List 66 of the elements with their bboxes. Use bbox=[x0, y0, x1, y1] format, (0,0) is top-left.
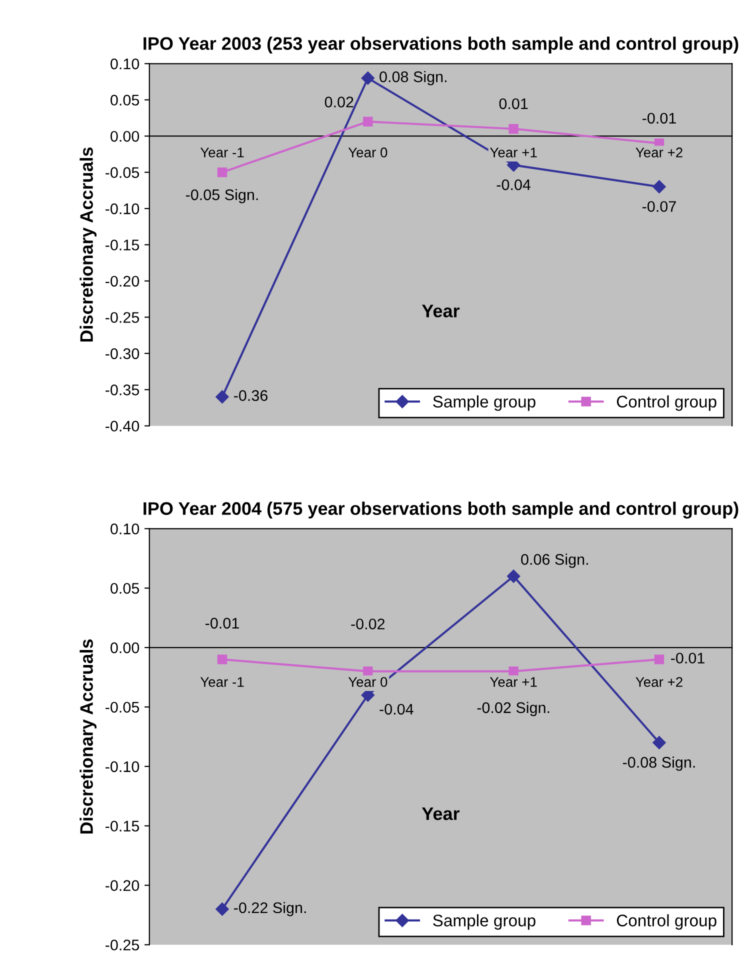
x-tick-label: Year -1 bbox=[200, 677, 244, 687]
point bbox=[652, 736, 666, 750]
y-tick-label: 0.10 bbox=[110, 524, 140, 534]
data-label: -0.04 bbox=[496, 179, 531, 190]
y-tick-label: 0.05 bbox=[110, 94, 140, 106]
data-label: -0.36 bbox=[234, 390, 268, 401]
data-label: -0.01 bbox=[642, 112, 676, 124]
data-label: 0.06 Sign. bbox=[521, 554, 588, 568]
y-tick-label: -0.10 bbox=[106, 761, 140, 772]
point bbox=[652, 180, 666, 194]
point bbox=[363, 116, 373, 126]
point bbox=[361, 72, 374, 85]
point bbox=[216, 902, 229, 916]
y-tick-label: 0.00 bbox=[110, 130, 140, 142]
y-tick-label: -0.10 bbox=[106, 203, 140, 214]
data-label: -0.02 Sign. bbox=[477, 702, 550, 716]
data-label: -0.02 bbox=[351, 618, 385, 630]
x-axis-title: Year bbox=[422, 807, 460, 820]
x-tick-label: Year -1 bbox=[200, 148, 244, 158]
point bbox=[363, 666, 373, 676]
point bbox=[508, 666, 518, 676]
point bbox=[654, 654, 664, 664]
point bbox=[508, 124, 518, 134]
data-label: -0.05 Sign. bbox=[186, 188, 258, 204]
y-tick-label: 0.05 bbox=[110, 582, 140, 594]
x-tick-label: Year 0 bbox=[348, 148, 388, 158]
point bbox=[216, 390, 229, 404]
point bbox=[217, 654, 228, 664]
x-axis-title: Year bbox=[422, 304, 460, 318]
y-tick-label: 0.00 bbox=[110, 642, 140, 654]
data-label: -0.01 bbox=[206, 618, 239, 629]
y-tick-label: 0.10 bbox=[110, 58, 140, 70]
chart-title: IPO Year 2003 (253 year observations both sample and control group) bbox=[144, 36, 738, 54]
y-tick-label: -0.20 bbox=[106, 880, 140, 891]
y-tick-label: -0.35 bbox=[106, 384, 140, 396]
x-tick-label: Year +1 bbox=[490, 677, 537, 687]
data-label: -0.22 Sign. bbox=[234, 902, 306, 916]
y-tick-label: -0.05 bbox=[106, 702, 140, 713]
x-tick-label: Year +1 bbox=[490, 148, 537, 158]
data-label: -0.04 bbox=[380, 704, 414, 715]
y-tick-label: -0.20 bbox=[106, 276, 140, 287]
y-axis-title: Discretionary Accruals bbox=[80, 147, 97, 342]
data-label: -0.07 bbox=[642, 201, 676, 212]
x-tick-label: Year 0 bbox=[348, 677, 388, 687]
x-tick-label: Year +2 bbox=[636, 148, 682, 158]
chart-title: IPO Year 2004 (575 year observations both sample and control group) bbox=[144, 502, 738, 519]
y-tick-label: -0.15 bbox=[106, 820, 140, 832]
point bbox=[506, 570, 520, 583]
y-tick-label: -0.40 bbox=[106, 420, 140, 432]
y-tick-label: -0.15 bbox=[106, 240, 140, 250]
data-label: -0.08 Sign. bbox=[622, 756, 695, 771]
y-axis-title: Discretionary Accruals bbox=[80, 639, 97, 834]
y-tick-label: -0.30 bbox=[106, 348, 140, 360]
data-label: -0.01 bbox=[671, 652, 704, 664]
legend-label: Sample group bbox=[433, 914, 536, 930]
legend-label: Control group bbox=[616, 395, 716, 411]
y-tick-label: -0.05 bbox=[106, 167, 140, 178]
data-label: 0.01 bbox=[499, 98, 528, 110]
y-tick-label: -0.25 bbox=[106, 940, 140, 950]
x-tick-label: Year +2 bbox=[636, 677, 682, 687]
legend-label: Control group bbox=[616, 914, 716, 930]
data-label: 0.08 Sign. bbox=[380, 71, 446, 86]
point bbox=[217, 167, 228, 178]
data-label: 0.02 bbox=[324, 96, 354, 108]
legend-label: Sample group bbox=[433, 395, 536, 411]
y-tick-label: -0.25 bbox=[106, 312, 140, 323]
